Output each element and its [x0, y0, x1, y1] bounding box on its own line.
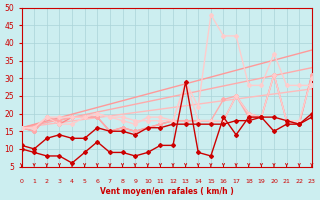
X-axis label: Vent moyen/en rafales ( km/h ): Vent moyen/en rafales ( km/h ) — [100, 187, 234, 196]
